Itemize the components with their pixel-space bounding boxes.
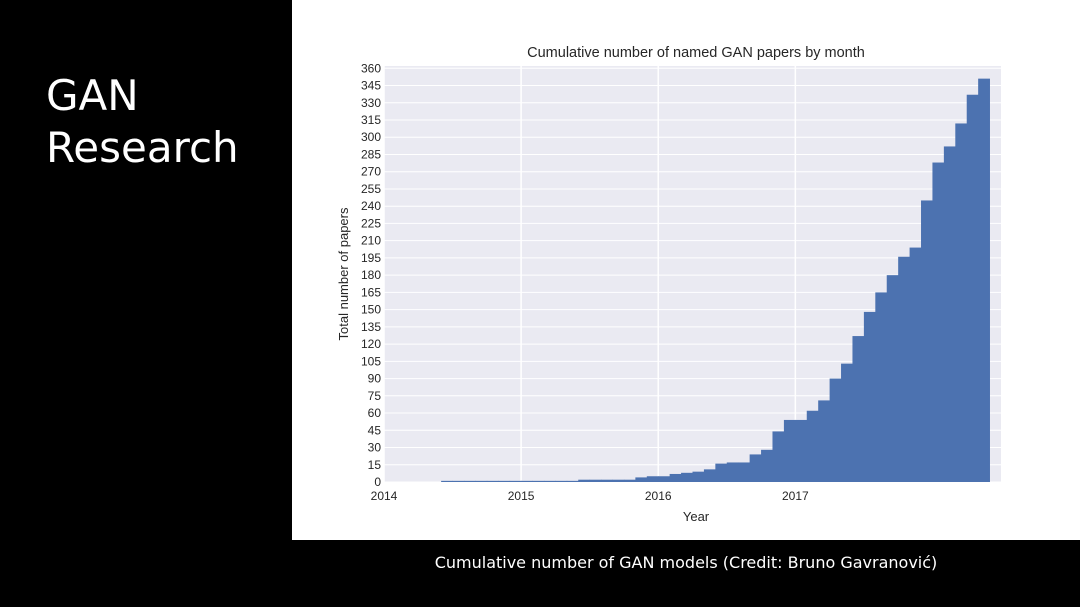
y-tick-label: 105 bbox=[361, 354, 381, 368]
y-tick-label: 75 bbox=[368, 389, 382, 403]
bar bbox=[761, 449, 773, 482]
y-tick-label: 60 bbox=[368, 406, 382, 420]
x-tick-label: 2014 bbox=[371, 489, 398, 503]
bar bbox=[886, 275, 899, 482]
x-tick-labels: 2014 2015 2016 2017 bbox=[371, 489, 809, 503]
y-tick-label: 165 bbox=[361, 285, 381, 299]
y-tick-label: 255 bbox=[361, 182, 381, 196]
y-tick-label: 135 bbox=[361, 320, 381, 334]
bar bbox=[772, 431, 785, 482]
y-axis-label: Total number of papers bbox=[336, 207, 351, 340]
y-tick-label: 285 bbox=[361, 147, 381, 161]
slide-title: GAN Research bbox=[46, 70, 239, 174]
bar bbox=[658, 476, 671, 482]
caption: Cumulative number of GAN models (Credit:… bbox=[434, 553, 938, 572]
bars bbox=[441, 78, 990, 483]
bar bbox=[452, 480, 465, 482]
bar bbox=[921, 200, 933, 482]
bar bbox=[601, 479, 613, 482]
bar bbox=[703, 469, 716, 482]
bar bbox=[818, 400, 831, 482]
bar bbox=[955, 123, 968, 483]
chart: 0 15 30 45 60 75 90 105 120 135 150 165 180 195 210 225… bbox=[336, 45, 1001, 524]
y-tick-label: 0 bbox=[374, 475, 381, 489]
bar bbox=[669, 473, 682, 482]
y-tick-label: 15 bbox=[368, 458, 382, 472]
y-tick-label: 195 bbox=[361, 251, 381, 265]
x-tick-label: 2016 bbox=[645, 489, 672, 503]
bar bbox=[841, 363, 853, 482]
y-tick-label: 300 bbox=[361, 130, 381, 144]
bar bbox=[555, 480, 568, 482]
x-axis-label: Year bbox=[683, 509, 710, 524]
bar bbox=[681, 472, 693, 482]
bar bbox=[795, 419, 808, 482]
bar bbox=[909, 247, 922, 482]
figure-panel: 0 15 30 45 60 75 90 105 120 135 150 165 180 195 210 225… bbox=[292, 0, 1080, 540]
bar bbox=[486, 480, 499, 482]
bar bbox=[509, 480, 522, 482]
bar bbox=[543, 480, 556, 482]
bar bbox=[692, 471, 705, 482]
bar bbox=[715, 463, 728, 482]
bar bbox=[589, 479, 602, 482]
bar bbox=[829, 378, 842, 482]
y-tick-label: 150 bbox=[361, 303, 381, 317]
bar bbox=[875, 292, 888, 482]
bar bbox=[726, 462, 739, 482]
bar bbox=[863, 311, 876, 482]
bar bbox=[521, 480, 533, 482]
y-tick-label: 180 bbox=[361, 268, 381, 282]
bar bbox=[498, 480, 511, 482]
bar bbox=[635, 477, 648, 482]
bar bbox=[566, 480, 579, 482]
x-tick-label: 2017 bbox=[782, 489, 809, 503]
bar bbox=[612, 479, 625, 482]
y-tick-label: 210 bbox=[361, 234, 381, 248]
bar bbox=[749, 454, 762, 482]
y-tick-label: 345 bbox=[361, 79, 381, 93]
y-tick-label: 270 bbox=[361, 165, 381, 179]
bar bbox=[852, 336, 865, 482]
chart-title: Cumulative number of named GAN papers by… bbox=[527, 45, 865, 61]
y-tick-label: 45 bbox=[368, 423, 382, 437]
bar bbox=[943, 146, 956, 482]
bar bbox=[646, 476, 659, 482]
bar bbox=[532, 480, 545, 482]
x-tick-label: 2015 bbox=[508, 489, 535, 503]
bar bbox=[806, 410, 819, 482]
bar bbox=[932, 162, 945, 482]
y-tick-label: 225 bbox=[361, 216, 381, 230]
y-tick-label: 120 bbox=[361, 337, 381, 351]
bar bbox=[783, 419, 796, 482]
y-tick-label: 30 bbox=[368, 441, 382, 455]
y-tick-label: 330 bbox=[361, 96, 381, 110]
y-tick-label: 240 bbox=[361, 199, 381, 213]
bar bbox=[578, 479, 591, 482]
slide-title-line-1: GAN bbox=[46, 71, 139, 120]
bar bbox=[738, 462, 751, 482]
bar bbox=[463, 480, 476, 482]
bar bbox=[441, 480, 453, 482]
y-tick-label: 360 bbox=[361, 61, 381, 75]
bar bbox=[898, 256, 910, 482]
bar bbox=[623, 479, 636, 482]
slide-title-line-2: Research bbox=[46, 123, 239, 172]
y-tick-label: 315 bbox=[361, 113, 381, 127]
y-tick-labels: 0 15 30 45 60 75 90 105 120 135 150 165 180 195 210 225… bbox=[361, 61, 381, 489]
bar bbox=[475, 480, 488, 482]
y-tick-label: 90 bbox=[368, 372, 382, 386]
bar bbox=[978, 78, 990, 482]
bar bbox=[966, 94, 979, 482]
